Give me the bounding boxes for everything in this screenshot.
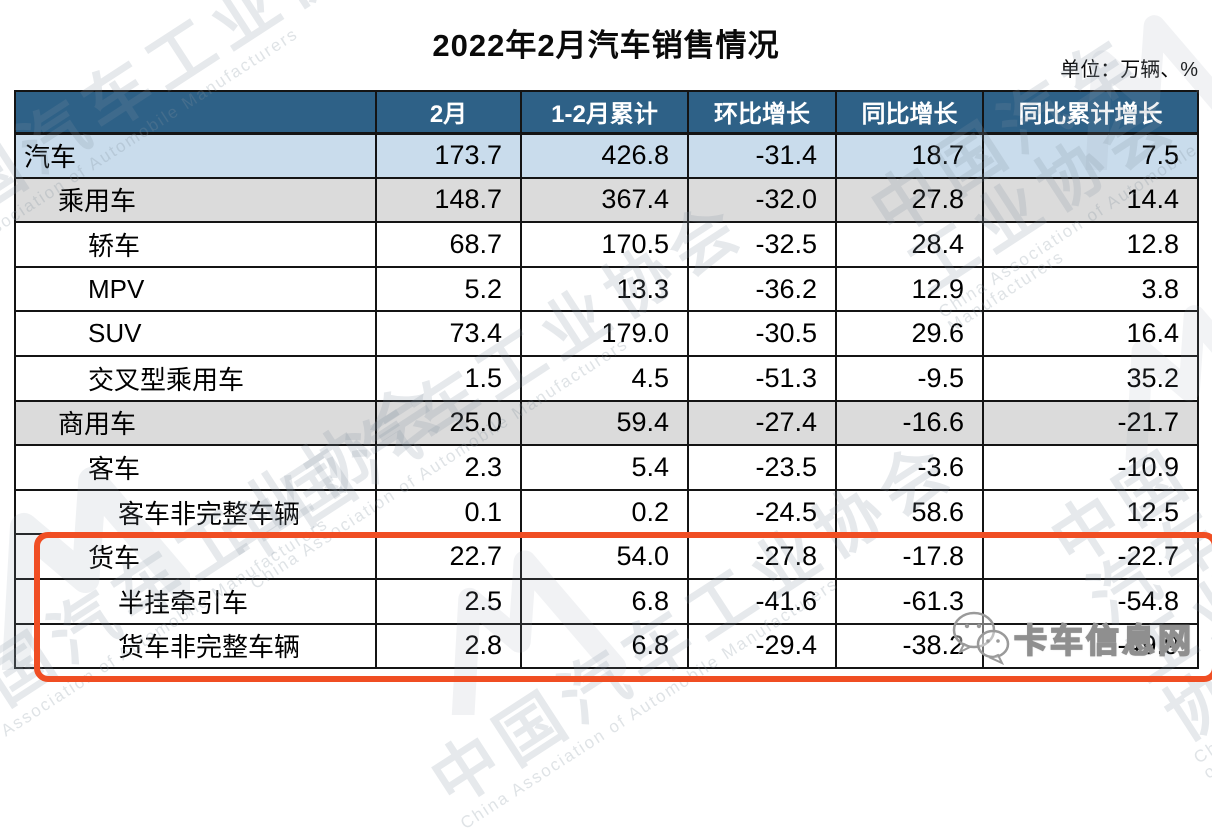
page-title: 2022年2月汽车销售情况 — [432, 28, 780, 63]
cell-value: 27.8 — [835, 176, 984, 224]
cell-value: 1.5 — [375, 354, 522, 402]
cell-value: 22.7 — [375, 533, 522, 580]
column-header: 同比累计增长 — [982, 90, 1199, 135]
cell-value: 0.1 — [375, 488, 522, 536]
row-label: 货车 — [14, 533, 377, 580]
table-row: MPV 5.2 13.3 -36.2 12.9 3.8 — [14, 265, 1199, 313]
cell-value: 12.9 — [835, 265, 984, 313]
table-row: 交叉型乘用车 1.5 4.5 -51.3 -9.5 35.2 — [14, 354, 1199, 402]
cell-value: -29.4 — [687, 622, 837, 670]
cell-value: 179.0 — [520, 310, 689, 357]
row-label: 半挂牵引车 — [14, 577, 377, 625]
cell-value: 170.5 — [520, 221, 689, 268]
cell-value: -17.8 — [835, 533, 984, 580]
row-label: 汽车 — [14, 132, 377, 179]
cell-value: 5.4 — [520, 444, 689, 491]
cell-value: -49.9 — [982, 622, 1199, 670]
cell-value: 6.8 — [520, 622, 689, 670]
table-row: 货车 22.7 54.0 -27.8 -17.8 -22.7 — [14, 533, 1199, 580]
cell-value: 25.0 — [375, 399, 522, 447]
row-label: 货车非完整车辆 — [14, 622, 377, 670]
cell-value: -27.8 — [687, 533, 837, 580]
cell-value: 426.8 — [520, 132, 689, 179]
cell-value: -30.5 — [687, 310, 837, 357]
cell-value: -9.5 — [835, 354, 984, 402]
cell-value: 2.5 — [375, 577, 522, 625]
table-row: 汽车 173.7 426.8 -31.4 18.7 7.5 — [14, 132, 1199, 179]
cell-value: 35.2 — [982, 354, 1199, 402]
row-label: 轿车 — [14, 221, 377, 268]
cell-value: -21.7 — [982, 399, 1199, 447]
row-label: SUV — [14, 310, 377, 357]
cell-value: 2.3 — [375, 444, 522, 491]
cell-value: 14.4 — [982, 176, 1199, 224]
row-label: 客车 — [14, 444, 377, 491]
cell-value: 12.5 — [982, 488, 1199, 536]
cell-value: 12.8 — [982, 221, 1199, 268]
cell-value: 5.2 — [375, 265, 522, 313]
cell-value: 367.4 — [520, 176, 689, 224]
cell-value: 6.8 — [520, 577, 689, 625]
cell-value: -54.8 — [982, 577, 1199, 625]
cell-value: -32.0 — [687, 176, 837, 224]
column-header: 同比增长 — [835, 90, 984, 135]
cell-value: 18.7 — [835, 132, 984, 179]
cell-value: 29.6 — [835, 310, 984, 357]
cell-value: -24.5 — [687, 488, 837, 536]
table-row: 客车非完整车辆 0.1 0.2 -24.5 58.6 12.5 — [14, 488, 1199, 536]
cell-value: 59.4 — [520, 399, 689, 447]
cell-value: -36.2 — [687, 265, 837, 313]
cell-value: 148.7 — [375, 176, 522, 224]
table-row: 货车非完整车辆 2.8 6.8 -29.4 -38.2 -49.9 — [14, 622, 1199, 670]
cell-value: 3.8 — [982, 265, 1199, 313]
corner-header — [14, 90, 377, 135]
watermark-en-text: China Association of Automobile Manufact… — [1190, 660, 1212, 798]
row-label: MPV — [14, 265, 377, 313]
column-header: 2月 — [375, 90, 522, 135]
cell-value: 13.3 — [520, 265, 689, 313]
cell-value: -23.5 — [687, 444, 837, 491]
cell-value: 0.2 — [520, 488, 689, 536]
cell-value: 173.7 — [375, 132, 522, 179]
sales-table: 2月 1-2月累计 环比增长 同比增长 同比累计增长 汽车 173.7 426.8 -31.4… — [14, 90, 1199, 670]
cell-value: 2.8 — [375, 622, 522, 670]
cell-value: -22.7 — [982, 533, 1199, 580]
cell-value: -27.4 — [687, 399, 837, 447]
column-header: 环比增长 — [687, 90, 837, 135]
cell-value: 28.4 — [835, 221, 984, 268]
cell-value: 68.7 — [375, 221, 522, 268]
unit-note: 单位：万辆、% — [1060, 59, 1198, 81]
row-label: 商用车 — [14, 399, 377, 447]
cell-value: -51.3 — [687, 354, 837, 402]
cell-value: -61.3 — [835, 577, 984, 625]
column-header: 1-2月累计 — [520, 90, 689, 135]
cell-value: 7.5 — [982, 132, 1199, 179]
row-label: 乘用车 — [14, 176, 377, 224]
table-row: 轿车 68.7 170.5 -32.5 28.4 12.8 — [14, 221, 1199, 268]
cell-value: 54.0 — [520, 533, 689, 580]
cell-value: 4.5 — [520, 354, 689, 402]
cell-value: -32.5 — [687, 221, 837, 268]
cell-value: -10.9 — [982, 444, 1199, 491]
cell-value: -31.4 — [687, 132, 837, 179]
table-row: 半挂牵引车 2.5 6.8 -41.6 -61.3 -54.8 — [14, 577, 1199, 625]
cell-value: 73.4 — [375, 310, 522, 357]
table-row: 商用车 25.0 59.4 -27.4 -16.6 -21.7 — [14, 399, 1199, 447]
cell-value: -3.6 — [835, 444, 984, 491]
cell-value: -16.6 — [835, 399, 984, 447]
header-row: 2月 1-2月累计 环比增长 同比增长 同比累计增长 — [14, 90, 1199, 135]
table-body: 汽车 173.7 426.8 -31.4 18.7 7.5 乘用车 148.7 367.4 -32… — [14, 132, 1199, 670]
cell-value: 58.6 — [835, 488, 984, 536]
row-label: 客车非完整车辆 — [14, 488, 377, 536]
table-row: 客车 2.3 5.4 -23.5 -3.6 -10.9 — [14, 444, 1199, 491]
cell-value: -41.6 — [687, 577, 837, 625]
cell-value: 16.4 — [982, 310, 1199, 357]
row-label: 交叉型乘用车 — [14, 354, 377, 402]
table-row: 乘用车 148.7 367.4 -32.0 27.8 14.4 — [14, 176, 1199, 224]
cell-value: -38.2 — [835, 622, 984, 670]
table-row: SUV 73.4 179.0 -30.5 29.6 16.4 — [14, 310, 1199, 357]
